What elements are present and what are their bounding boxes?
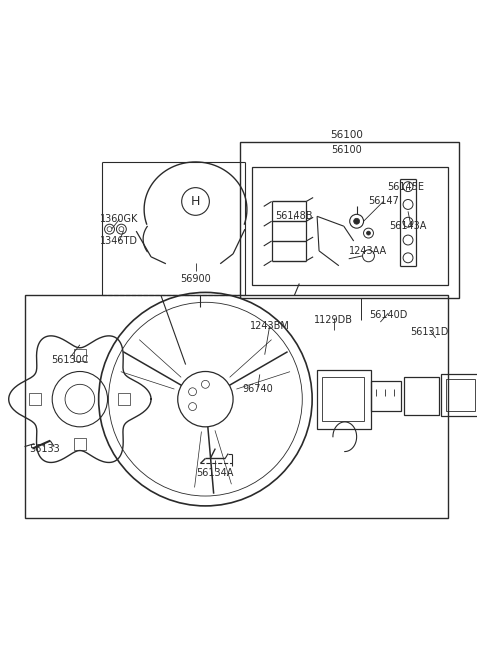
Bar bbox=[119, 393, 130, 405]
Text: 1243AA: 1243AA bbox=[349, 246, 387, 256]
Bar bbox=[317, 369, 372, 429]
Bar bbox=[441, 375, 480, 416]
Text: H: H bbox=[191, 195, 200, 208]
Bar bbox=[445, 379, 475, 411]
Text: 56133: 56133 bbox=[29, 443, 60, 453]
Text: 56100: 56100 bbox=[330, 130, 363, 140]
Text: 56145E: 56145E bbox=[387, 181, 424, 192]
Text: 1129DB: 1129DB bbox=[314, 315, 353, 325]
Bar bbox=[74, 348, 86, 361]
Text: 96740: 96740 bbox=[242, 384, 273, 394]
Circle shape bbox=[354, 218, 360, 224]
Text: 56147: 56147 bbox=[368, 196, 399, 206]
Text: 56148B: 56148B bbox=[276, 212, 313, 221]
Bar bbox=[24, 295, 447, 517]
Bar bbox=[74, 438, 86, 449]
Circle shape bbox=[367, 231, 371, 235]
Text: 56131D: 56131D bbox=[410, 327, 449, 337]
Text: 56140D: 56140D bbox=[369, 310, 408, 320]
Text: 56134A: 56134A bbox=[197, 468, 234, 478]
Text: 1346TD: 1346TD bbox=[100, 236, 138, 246]
Bar bbox=[404, 377, 439, 415]
Text: 56100: 56100 bbox=[331, 145, 362, 155]
Bar bbox=[372, 381, 401, 411]
Bar bbox=[252, 167, 447, 286]
Bar bbox=[322, 377, 363, 421]
Bar bbox=[240, 142, 459, 298]
Bar bbox=[29, 393, 41, 405]
Text: 1243BM: 1243BM bbox=[250, 321, 289, 331]
Text: 56130C: 56130C bbox=[51, 354, 89, 365]
Text: 56900: 56900 bbox=[180, 274, 211, 284]
Text: 56143A: 56143A bbox=[389, 221, 427, 231]
Text: 1360GK: 1360GK bbox=[100, 214, 139, 224]
